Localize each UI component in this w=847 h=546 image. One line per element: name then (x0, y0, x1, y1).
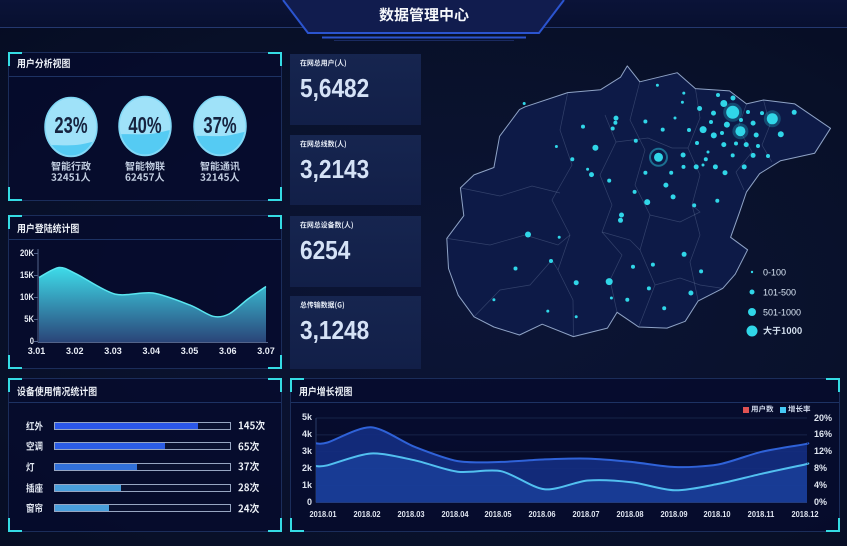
svg-text:501-1000: 501-1000 (763, 308, 801, 318)
svg-text:101-500: 101-500 (763, 288, 796, 298)
svg-text:0-100: 0-100 (763, 268, 786, 278)
